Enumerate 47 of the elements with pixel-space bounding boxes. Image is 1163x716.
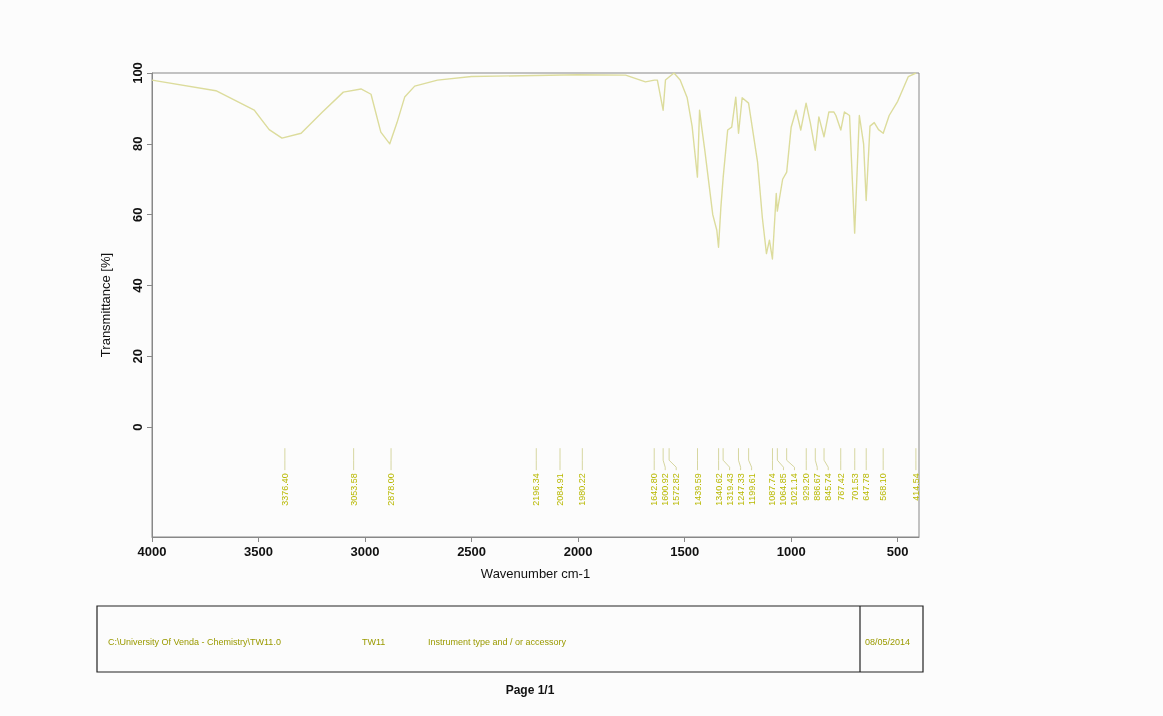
x-tick-label: 4000	[137, 544, 167, 559]
y-tick-label: 100	[130, 62, 145, 84]
ref-line-label: 1600.92	[660, 473, 671, 506]
y-tick-label: 40	[130, 278, 145, 293]
x-axis-title: Wavenumber cm-1	[480, 566, 591, 581]
y-tick-label: 0	[130, 423, 145, 431]
ref-line-label: 568.10	[878, 473, 889, 501]
ref-line-label: 1340.62	[713, 473, 724, 506]
text: 08/05/2014	[865, 637, 911, 647]
text: Page 1/1	[505, 683, 555, 697]
ref-line-label: 2084.91	[555, 473, 566, 506]
x-tick-label: 2000	[563, 544, 593, 559]
text: Instrument type and / or accessory	[428, 637, 567, 647]
x-tick-label: 1500	[670, 544, 700, 559]
ref-line-label: 1572.82	[671, 473, 682, 506]
ref-line-label: 1642.80	[649, 473, 660, 506]
y-tick-label: 60	[130, 207, 145, 222]
x-tick-label: 1000	[776, 544, 806, 559]
ref-line-label: 1439.59	[692, 473, 703, 506]
ref-line-label: 2878.00	[386, 473, 397, 506]
y-tick-label: 80	[130, 136, 145, 152]
text: TW11	[362, 637, 386, 647]
ref-line-label: 1319.43	[724, 473, 735, 506]
x-tick-label: 500	[886, 544, 909, 559]
ref-line-label: 845.74	[823, 473, 834, 501]
x-tick-label: 2500	[457, 544, 487, 559]
x-tick-label: 3500	[244, 544, 273, 559]
ref-line-label: 886.67	[812, 473, 823, 501]
ref-line-label: 1087.74	[767, 473, 778, 506]
ref-line-label: 3376.40	[279, 473, 290, 506]
x-tick-label: 3000	[350, 544, 380, 559]
ref-line-label: 1064.85	[778, 473, 789, 506]
ref-line-label: 3053.58	[348, 473, 359, 506]
ref-line-label: 701.53	[849, 473, 860, 501]
y-tick-label: 20	[130, 349, 145, 364]
ref-line-label: 767.42	[835, 473, 846, 501]
ref-line-label: 1247.33	[735, 473, 746, 506]
ref-line-label: 1199.61	[746, 473, 757, 506]
ref-line-label: 929.20	[801, 473, 812, 501]
ref-line-label: 647.78	[861, 473, 872, 501]
y-axis-title: Transmittance [%]	[98, 252, 113, 358]
text: C:\University Of Venda - Chemistry\TW11.0	[108, 637, 281, 647]
line-series	[151, 72, 917, 260]
ref-line-label: 414.54	[910, 473, 921, 501]
ref-line-label: 2196.34	[531, 473, 542, 506]
ref-line-label: 1980.22	[577, 473, 588, 506]
legend-label: 1021.14	[789, 473, 800, 506]
